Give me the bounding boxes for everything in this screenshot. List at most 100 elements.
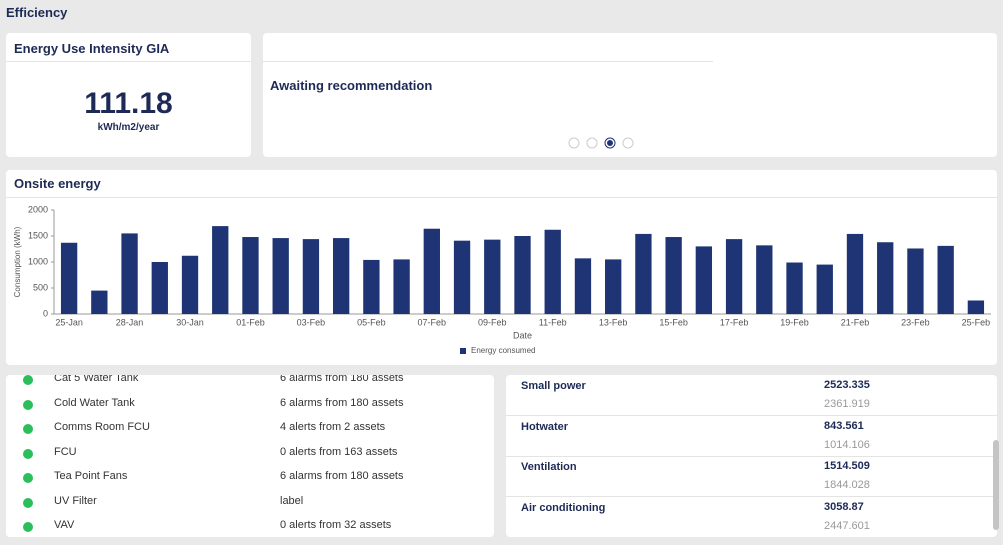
energy-previous: 1014.106 [824,438,870,451]
x-tick-label: 15-Feb [659,317,688,327]
eui-unit: kWh/m2/year [97,122,160,133]
x-tick-label: 28-Jan [116,317,144,327]
asset-status: 6 alarms from 180 assets [280,470,404,482]
energy-value: 3058.87 [824,500,864,513]
x-tick-label: 01-Feb [236,317,265,327]
asset-name: Cold Water Tank [54,396,135,409]
bar [605,259,622,314]
bar [665,237,682,314]
y-tick-label: 500 [33,282,48,292]
x-tick-label: 09-Feb [478,317,507,327]
status-dot [23,497,33,508]
bar [967,300,985,314]
eui-value: 111.18 [84,87,173,120]
x-axis-label: Date [513,330,532,340]
x-tick-label: 17-Feb [720,317,749,327]
scrollbar[interactable] [993,440,999,530]
y-tick-label: 2000 [28,204,48,214]
bar [91,290,108,314]
bar [423,228,440,314]
energy-name: Air conditioning [521,501,606,514]
asset-status: 0 alerts from 163 assets [280,445,398,458]
bar [363,259,380,314]
x-tick-label: 03-Feb [297,317,326,327]
recommendation-text: Awaiting recommendation [270,78,433,93]
bar [181,255,199,314]
recommendation-card: Awaiting recommendation [263,33,997,157]
bar [846,233,864,314]
x-tick-label: 30-Jan [176,317,204,327]
bar [544,229,561,314]
bar [695,246,713,314]
card-title: Onsite energy [14,176,101,191]
x-tick-label: 23-Feb [901,317,930,327]
asset-name: Cat 5 Water Tank [54,375,139,384]
breakdown-card: Small power 2523.335 2361.919 Hotwater 843.5… [506,375,997,537]
x-tick-label: 25-Feb [962,317,991,327]
carousel-dots [568,137,634,149]
bar [212,226,229,314]
bar [725,239,743,314]
energy-previous: 2361.919 [824,398,870,410]
asset-status: 4 alerts from 2 assets [280,421,386,433]
row-divider [506,455,997,457]
status-dot [23,448,33,459]
energy-previous: 1844.028 [824,479,870,491]
asset-status: 6 alarms from 180 assets [280,396,404,409]
row-divider [506,496,997,497]
status-dot [23,424,33,434]
bar [514,236,531,314]
status-dot [23,522,33,532]
y-tick-label: 1500 [28,230,48,240]
y-tick-label: 1000 [28,256,48,266]
bar [453,240,471,314]
asset-name: Tea Point Fans [54,470,128,482]
y-tick-label: 0 [43,308,48,318]
energy-value: 843.561 [824,419,864,432]
bar [242,237,259,314]
asset-status: 6 alarms from 180 assets [280,375,404,384]
x-tick-label: 25-Jan [55,317,83,327]
bar [635,233,652,314]
asset-name: Comms Room FCU [54,421,150,433]
page-title: Efficiency [6,5,68,20]
card-title: Energy Use Intensity GIA [14,41,170,56]
bar [937,245,954,314]
chart: 0 500 1000 1500 2000 Consumption (kWh) Date 25-… [13,204,991,355]
assets-card: Cat 5 Water Tank 6 alarms from 180 assets… [6,375,494,537]
asset-status: label [280,494,304,507]
bar [907,248,924,314]
bar [151,262,168,314]
bar [877,242,894,314]
energy-value: 1514.509 [824,460,870,472]
bar [332,238,350,314]
x-tick-label: 11-Feb [539,317,567,327]
chart-card: Onsite energy 0 500 1000 1500 2000 Consumptio… [6,170,997,365]
bar [484,239,501,314]
energy-name: Small power [521,380,586,392]
x-tick-label: 05-Feb [357,317,386,327]
dot[interactable] [622,137,634,149]
row-divider [506,415,997,416]
eui-card: Energy Use Intensity GIA 111.18 kWh/m2/y… [6,33,251,157]
status-dot [23,399,33,410]
bar [121,233,138,314]
legend-swatch [460,348,466,354]
bar [393,259,410,314]
energy-name: Hotwater [521,420,569,433]
x-tick-label: 13-Feb [599,317,628,327]
asset-name: FCU [54,445,77,458]
x-tick-label: 21-Feb [841,317,870,327]
dot[interactable] [568,137,580,149]
energy-name: Ventilation [521,461,577,473]
dot[interactable] [586,137,598,149]
bar [786,262,803,314]
x-tick-label: 19-Feb [780,317,809,327]
y-axis-label: Consumption (kWh) [13,226,22,297]
status-dot [23,473,33,483]
energy-value: 2523.335 [824,379,870,391]
bar [816,264,833,314]
status-dot [23,375,33,385]
energy-previous: 2447.601 [824,519,870,532]
